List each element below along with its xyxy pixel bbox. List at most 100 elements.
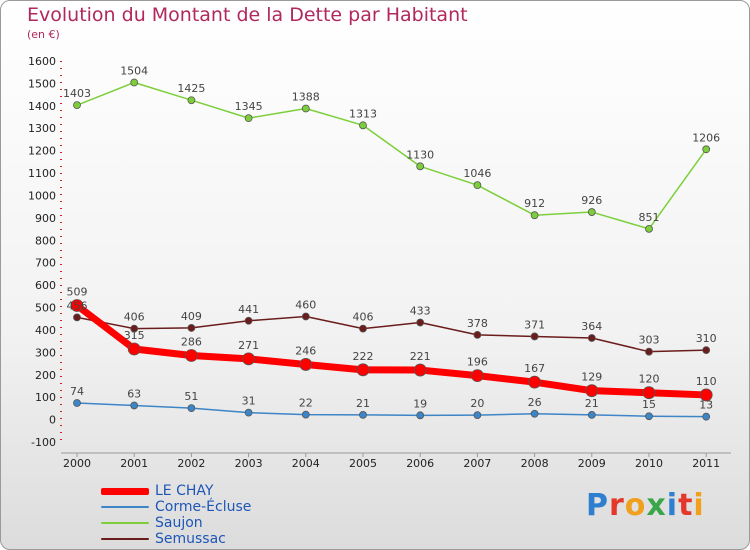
data-point <box>301 312 310 321</box>
data-point <box>530 332 539 341</box>
data-label: 456 <box>67 299 88 312</box>
data-point <box>416 411 425 420</box>
data-point <box>473 181 482 190</box>
data-label: 19 <box>413 397 427 410</box>
data-label: 21 <box>356 397 370 410</box>
logo-letter: t <box>678 488 694 523</box>
data-point <box>184 349 198 362</box>
legend: LE CHAY Corme-Écluse Saujon Semussac <box>101 483 321 547</box>
legend-swatch <box>101 538 149 540</box>
data-point <box>187 404 196 413</box>
data-label: 926 <box>581 194 602 207</box>
data-labels: 1403 1504 1425 1345 1388 1313 1130 1046 912 926 85… <box>63 65 720 412</box>
data-label: 74 <box>70 385 84 398</box>
series-layer <box>70 78 713 421</box>
y-tick-label: 1600 <box>28 55 56 68</box>
data-label: 1130 <box>406 148 434 161</box>
y-tick-label: 1000 <box>28 189 56 202</box>
data-label: 433 <box>410 305 431 318</box>
data-point <box>299 358 313 371</box>
x-tick-label: 2000 <box>63 457 91 470</box>
data-point <box>413 363 427 377</box>
data-point <box>359 410 367 419</box>
x-tick-label: 2003 <box>235 457 263 470</box>
data-point <box>73 101 81 110</box>
data-label: 222 <box>353 350 374 363</box>
data-point <box>244 316 253 325</box>
logo-letter: i <box>666 488 679 523</box>
data-point <box>530 211 539 220</box>
data-point <box>242 352 256 366</box>
data-label: 26 <box>528 396 542 409</box>
data-label: 1313 <box>349 107 377 120</box>
x-tick-label: 2008 <box>521 457 549 470</box>
tick-labels: -100 0 100 200 300 400 500 600 700 800 900 1000 1100… <box>28 55 720 470</box>
series-line <box>76 402 707 418</box>
x-tick-label: 2002 <box>177 457 205 470</box>
data-label: 167 <box>524 362 545 375</box>
data-label: 1504 <box>120 65 148 78</box>
data-label: 13 <box>699 399 713 412</box>
data-label: 364 <box>581 320 602 333</box>
data-label: 851 <box>639 211 660 224</box>
legend-item: Corme-Écluse <box>101 499 321 515</box>
data-point <box>301 410 310 419</box>
data-point <box>73 313 81 322</box>
data-label: 310 <box>696 332 717 345</box>
data-point <box>530 409 539 418</box>
data-point <box>244 114 253 123</box>
data-point <box>702 412 711 421</box>
legend-item: Semussac <box>101 531 321 547</box>
data-label: 221 <box>410 350 431 363</box>
data-label: 51 <box>184 390 198 403</box>
legend-swatch <box>101 506 149 508</box>
legend-label: LE CHAY <box>155 483 214 499</box>
legend-swatch <box>101 522 149 524</box>
y-tick-label: 200 <box>35 369 56 382</box>
data-label: 120 <box>639 373 660 386</box>
data-label: 460 <box>295 298 316 311</box>
data-label: 15 <box>642 398 656 411</box>
data-label: 196 <box>467 356 488 369</box>
data-point <box>73 399 81 407</box>
proxiti-logo: Proxiti <box>586 488 705 523</box>
y-tick-label: 500 <box>35 302 56 315</box>
legend-label: Saujon <box>155 515 203 531</box>
data-point <box>130 78 139 87</box>
y-tick-label: 0 <box>49 414 56 427</box>
x-tick-label: 2001 <box>120 457 148 470</box>
y-tick-label: 300 <box>35 346 56 359</box>
series-line <box>76 315 707 353</box>
series-line <box>76 81 707 230</box>
logo-letter: r <box>609 488 625 523</box>
y-tick-label: 1300 <box>28 122 56 135</box>
logo-letter: P <box>586 488 609 523</box>
y-tick-label: 900 <box>35 212 56 225</box>
data-point <box>473 330 482 339</box>
data-point <box>645 412 653 421</box>
y-tick-label: 1200 <box>28 145 56 158</box>
series-line <box>73 302 710 399</box>
x-tick-label: 2005 <box>349 457 377 470</box>
axes <box>60 61 731 457</box>
data-label: 1388 <box>292 91 320 104</box>
data-label: 129 <box>581 371 602 384</box>
data-point <box>528 375 541 389</box>
y-tick-label: 1500 <box>28 77 56 90</box>
data-point <box>699 388 713 402</box>
series-le-chay <box>70 299 713 402</box>
data-label: 1046 <box>463 167 491 180</box>
chart-subtitle: (en €) <box>27 28 60 41</box>
data-label: 1206 <box>692 131 720 144</box>
data-point <box>642 386 656 400</box>
data-label: 315 <box>124 329 145 342</box>
data-point <box>130 401 139 410</box>
data-point <box>702 346 711 355</box>
data-label: 1403 <box>63 87 91 100</box>
series-corme-cluse <box>73 399 711 421</box>
x-tick-label: 2009 <box>578 457 606 470</box>
data-label: 22 <box>299 397 313 410</box>
data-label: 271 <box>238 339 259 352</box>
